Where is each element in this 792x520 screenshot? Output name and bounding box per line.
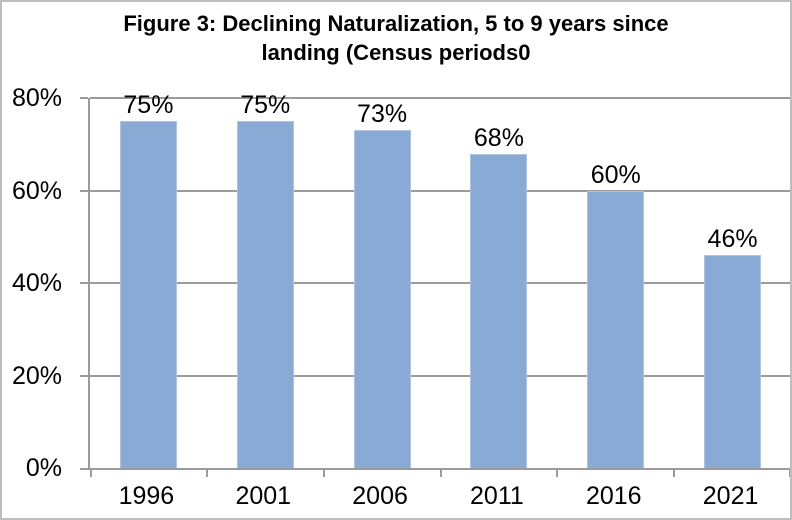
bar-value-label-2001: 75% bbox=[240, 91, 291, 120]
y-axis-label-60: 60% bbox=[11, 176, 62, 205]
chart-title: Figure 3: Declining Naturalization, 5 to… bbox=[123, 11, 669, 65]
plot-area: 75% 75% 73% 68% 60% 46% bbox=[80, 91, 790, 477]
gridline-40 bbox=[90, 282, 790, 284]
x-axis-label-1996: 1996 bbox=[118, 482, 175, 510]
x-tick-mark-6 bbox=[789, 470, 790, 477]
bar-1996 bbox=[119, 121, 177, 468]
y-tick-mark-20 bbox=[80, 374, 88, 377]
gridline-60 bbox=[90, 189, 790, 192]
x-axis-label-2001: 2001 bbox=[235, 482, 292, 510]
bar-value-label-2006: 73% bbox=[357, 100, 408, 129]
x-tick-mark-0 bbox=[90, 470, 92, 477]
y-tick-mark-80 bbox=[80, 97, 88, 99]
bar-value-label-2016: 60% bbox=[590, 160, 641, 189]
bar-value-label-1996: 75% bbox=[123, 91, 174, 120]
bar-2001 bbox=[236, 121, 294, 468]
y-axis-label-80: 80% bbox=[11, 84, 62, 112]
x-tick-mark-2 bbox=[322, 470, 325, 477]
bar-2016 bbox=[587, 190, 645, 468]
y-tick-mark-40 bbox=[80, 282, 88, 284]
x-axis-label-2016: 2016 bbox=[585, 482, 642, 510]
x-tick-mark-5 bbox=[673, 470, 676, 477]
bar-value-label-2011: 68% bbox=[473, 123, 524, 152]
bar-value-label-2021: 46% bbox=[707, 225, 758, 254]
x-axis-label-2006: 2006 bbox=[352, 482, 408, 510]
x-tick-mark-4 bbox=[556, 470, 559, 477]
y-tick-mark-0 bbox=[80, 468, 88, 470]
x-axis-label-2021: 2021 bbox=[702, 482, 759, 510]
gridline-80 bbox=[90, 97, 790, 99]
y-axis-label-0: 0% bbox=[25, 454, 62, 482]
bar-2021 bbox=[704, 255, 762, 468]
y-tick-mark-60 bbox=[80, 189, 88, 192]
gridline-20 bbox=[90, 374, 790, 377]
y-axis-label-20: 20% bbox=[11, 361, 62, 390]
bar-2011 bbox=[470, 153, 528, 468]
x-tick-mark-1 bbox=[205, 470, 208, 477]
x-tick-mark-3 bbox=[439, 470, 442, 477]
bar-2006 bbox=[353, 130, 411, 468]
x-axis-label-2011: 2011 bbox=[470, 482, 524, 510]
y-axis-label-40: 40% bbox=[11, 269, 62, 297]
